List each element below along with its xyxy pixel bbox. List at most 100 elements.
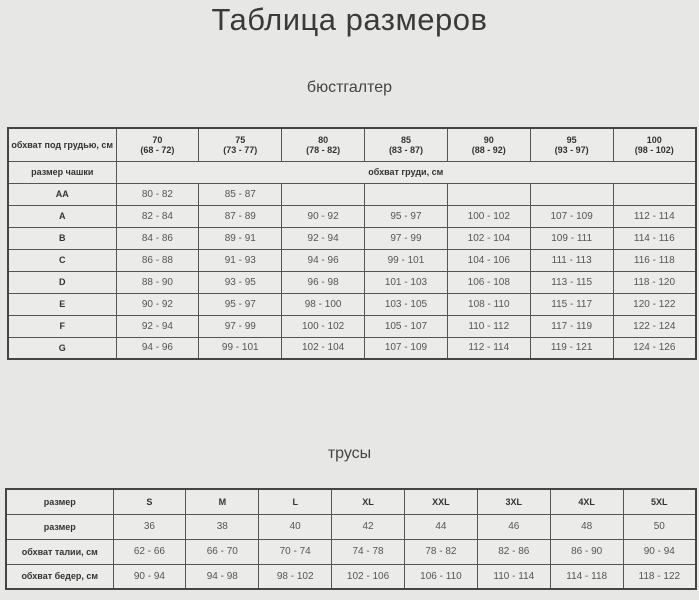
bust-range-cell: 92 - 94 (281, 226, 366, 250)
size-cell: XL (331, 488, 405, 515)
bust-range-cell: 104 - 106 (446, 248, 531, 272)
bust-range-cell: 99 - 101 (198, 336, 283, 360)
table-row: обхват бедер, см 90 - 94 94 - 98 98 - 102 10… (5, 563, 697, 590)
size-cell: 74 - 78 (331, 538, 405, 565)
cup-size: B (7, 226, 117, 250)
bust-range-cell: 114 - 116 (612, 226, 697, 250)
band-size: 75 (235, 134, 246, 145)
band-range: (83 - 87) (388, 144, 423, 155)
bust-range-cell (281, 182, 366, 206)
table-row: обхват талии, см 62 - 66 66 - 70 70 - 74 74 … (5, 538, 697, 565)
size-cell: 38 (185, 513, 260, 540)
size-cell: 86 - 90 (549, 538, 624, 565)
bust-range-cell: 113 - 115 (529, 270, 614, 294)
bust-range-cell: 84 - 86 (115, 226, 200, 250)
bust-range-cell: 108 - 110 (446, 292, 531, 316)
size-cell: 62 - 66 (112, 538, 187, 565)
bra-size-table: обхват под грудью, см 70 (68 - 72) 75 (73 - … (7, 127, 697, 360)
size-cell: 50 (622, 513, 697, 540)
size-cell: 102 - 106 (331, 563, 405, 590)
table-row: размер 36 38 40 42 44 46 48 50 (5, 513, 697, 540)
bust-label: обхват груди, см (115, 160, 697, 184)
band-size-header-row: обхват под грудью, см 70 (68 - 72) 75 (73 - … (7, 127, 697, 162)
size-cell: L (258, 488, 333, 515)
band-size-header: 90 (88 - 92) (446, 127, 531, 162)
band-size-header: 100 (98 - 102) (612, 127, 697, 162)
cup-size: G (7, 336, 117, 360)
row-label: обхват талии, см (5, 538, 114, 565)
size-cell: 118 - 122 (622, 563, 697, 590)
table-row: размер S M L XL XXL 3XL 4XL 5XL (5, 488, 697, 515)
band-range: (78 - 82) (306, 144, 341, 155)
size-cell: S (112, 488, 187, 515)
band-range: (68 - 72) (140, 144, 175, 155)
bust-range-cell: 111 - 113 (529, 248, 614, 272)
size-cell: 40 (258, 513, 333, 540)
size-cell: 4XL (549, 488, 624, 515)
cup-size: C (7, 248, 117, 272)
bust-range-cell: 89 - 91 (198, 226, 283, 250)
size-cell: 110 - 114 (476, 563, 551, 590)
bust-range-cell: 100 - 102 (446, 204, 531, 228)
size-cell: 82 - 86 (476, 538, 551, 565)
size-cell: 106 - 110 (404, 563, 478, 590)
bust-range-cell: 118 - 120 (612, 270, 697, 294)
bust-range-cell: 86 - 88 (115, 248, 200, 272)
bust-range-cell: 95 - 97 (198, 292, 283, 316)
size-cell: 5XL (622, 488, 697, 515)
size-cell: 94 - 98 (185, 563, 260, 590)
bust-range-cell: 97 - 99 (198, 314, 283, 338)
bust-range-cell: 98 - 100 (281, 292, 366, 316)
bust-range-cell: 93 - 95 (198, 270, 283, 294)
band-size-header: 85 (83 - 87) (364, 127, 448, 162)
bust-range-cell: 107 - 109 (364, 336, 448, 360)
band-size-header: 75 (73 - 77) (198, 127, 283, 162)
table-row: C 86 - 88 91 - 93 94 - 96 99 - 101 104 - 106 1… (7, 248, 697, 272)
cup-size: F (7, 314, 117, 338)
corner-label: обхват под грудью, см (7, 127, 117, 162)
bust-range-cell: 102 - 104 (446, 226, 531, 250)
page-title: Таблица размеров (211, 2, 488, 37)
bust-range-cell: 120 - 122 (612, 292, 697, 316)
bust-range-cell: 100 - 102 (281, 314, 366, 338)
size-cell: 66 - 70 (185, 538, 260, 565)
band-size: 85 (400, 134, 411, 145)
band-range: (98 - 102) (634, 144, 674, 155)
bust-range-cell: 106 - 108 (446, 270, 531, 294)
bust-range-cell: 116 - 118 (612, 248, 697, 272)
bust-range-cell: 90 - 92 (115, 292, 200, 316)
bust-range-cell: 103 - 105 (364, 292, 448, 316)
size-cell: XXL (404, 488, 478, 515)
bust-range-cell: 119 - 121 (529, 336, 614, 360)
bust-range-cell: 91 - 93 (198, 248, 283, 272)
bust-range-cell: 96 - 98 (281, 270, 366, 294)
table-row: D 88 - 90 93 - 95 96 - 98 101 - 103 106 - 108… (7, 270, 697, 294)
pants-section-title: трусы (327, 445, 372, 462)
bust-range-cell: 105 - 107 (364, 314, 448, 338)
size-cell: 3XL (476, 488, 551, 515)
bust-range-cell: 82 - 84 (115, 204, 200, 228)
row-label: размер (5, 488, 114, 515)
size-cell: 98 - 102 (258, 563, 333, 590)
size-cell: 36 (112, 513, 187, 540)
bust-range-cell: 124 - 126 (612, 336, 697, 360)
band-size-header: 95 (93 - 97) (529, 127, 614, 162)
band-size: 90 (483, 134, 494, 145)
bust-range-cell: 101 - 103 (364, 270, 448, 294)
band-range: (88 - 92) (471, 144, 506, 155)
band-range: (93 - 97) (554, 144, 589, 155)
pants-size-table: размер S M L XL XXL 3XL 4XL 5XL размер 36 38 40 42 44 4… (5, 488, 697, 590)
bust-range-cell (446, 182, 531, 206)
cup-size: AA (7, 182, 117, 206)
bust-range-cell: 85 - 87 (198, 182, 283, 206)
table-row: G 94 - 96 99 - 101 102 - 104 107 - 109 112 - … (7, 336, 697, 360)
size-cell: 90 - 94 (112, 563, 187, 590)
size-cell: 70 - 74 (258, 538, 333, 565)
table-row: F 92 - 94 97 - 99 100 - 102 105 - 107 110 - 1… (7, 314, 697, 338)
band-size-header: 80 (78 - 82) (281, 127, 366, 162)
bust-range-cell: 107 - 109 (529, 204, 614, 228)
label-row: размер чашки обхват груди, см (7, 160, 697, 184)
size-cell: 42 (331, 513, 405, 540)
table-row: AA 80 - 82 85 - 87 (7, 182, 697, 206)
band-size: 100 (646, 134, 662, 145)
